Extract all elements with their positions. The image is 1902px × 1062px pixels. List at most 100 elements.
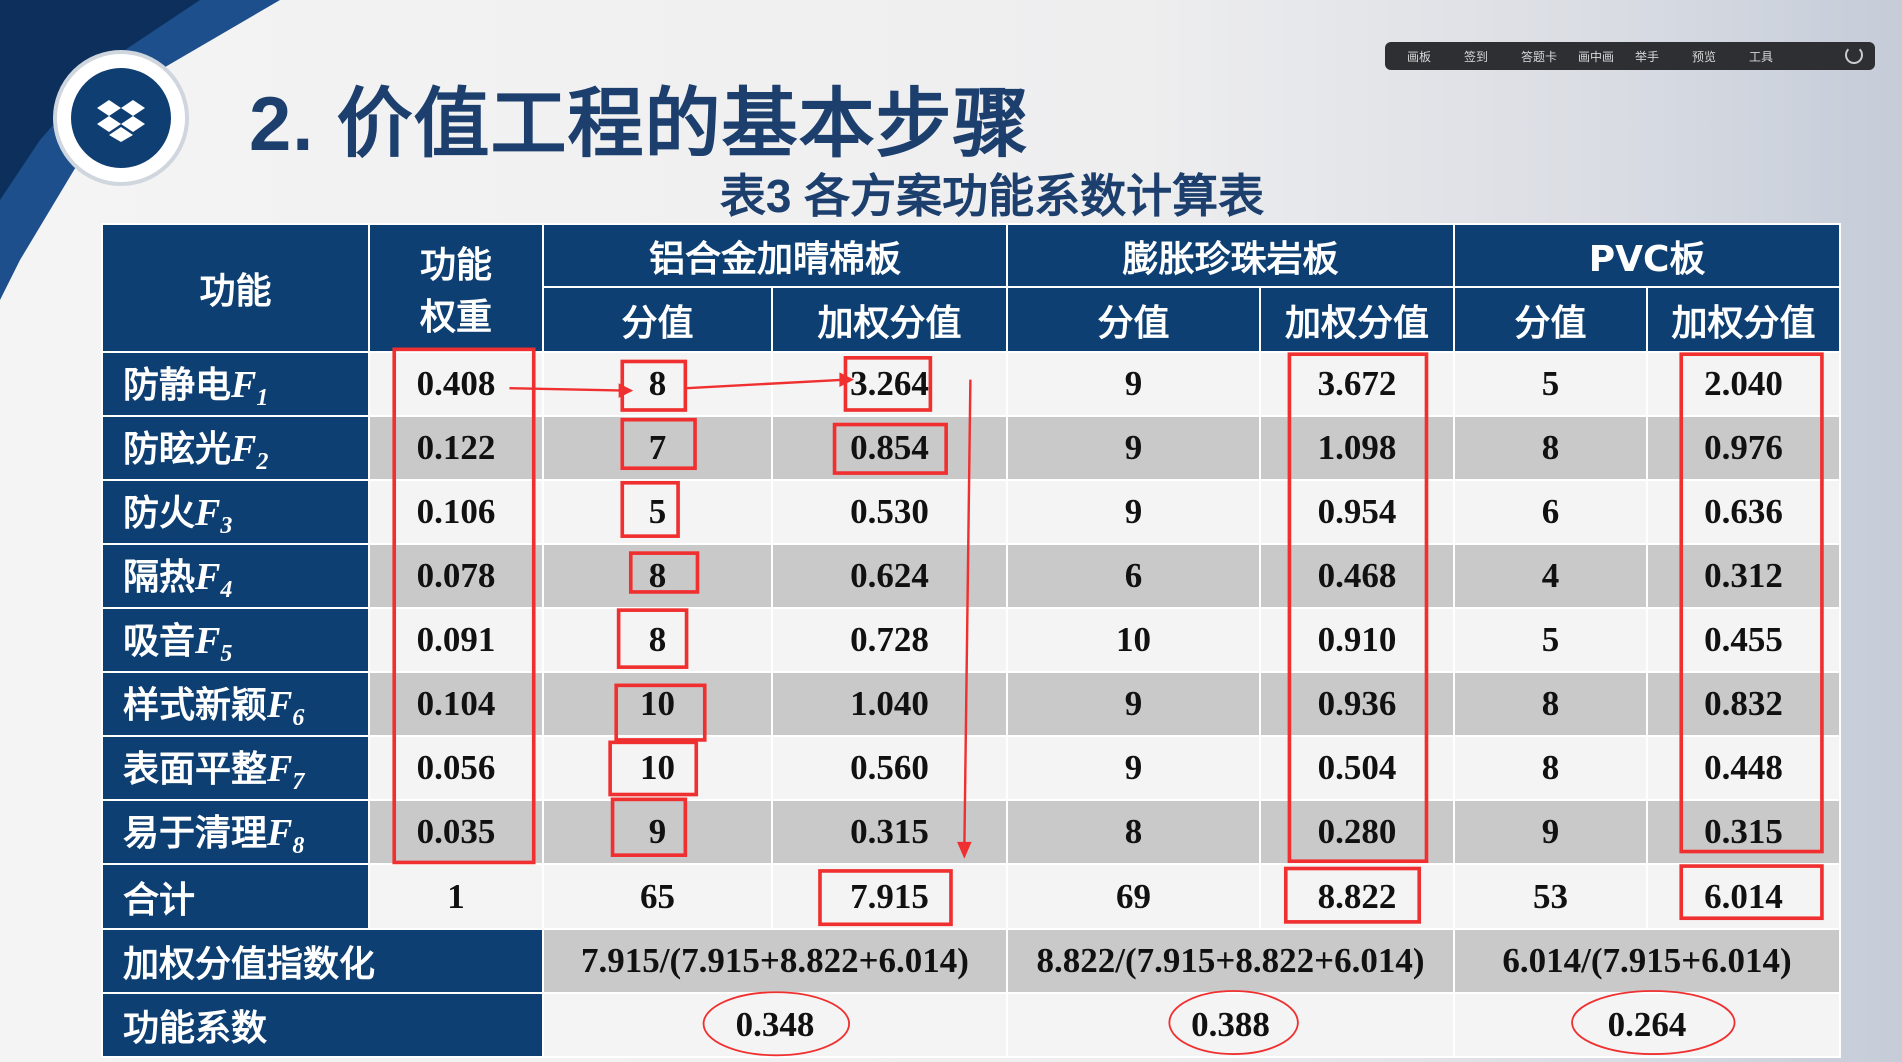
table-cell: 10 <box>1006 607 1262 673</box>
label-subscript: 2 <box>256 449 269 476</box>
table-row: 易于清理F8 0.035 9 0.315 8 0.280 9 0.315 <box>101 799 1842 865</box>
header-cell: 分值 <box>1006 286 1262 353</box>
label-subscript: 1 <box>256 385 269 412</box>
table-cell: 7 <box>542 415 773 481</box>
table-row: 分值 加权分值 分值 加权分值 分值 加权分值 <box>102 286 1842 353</box>
label-text: 样式新颖 <box>123 684 268 726</box>
table-row: 隔热F4 0.078 8 0.624 6 0.468 4 0.312 <box>101 543 1842 609</box>
table-row: 吸音F5 0.091 8 0.728 10 0.910 5 0.455 <box>101 607 1842 673</box>
table-cell: 8.822/(7.915+8.822+6.014) <box>1006 928 1456 994</box>
row-label: 表面平整F7 <box>101 735 370 801</box>
table-cell: 9 <box>1453 799 1649 865</box>
row-label: 防火F3 <box>101 479 370 545</box>
table-cell: 5 <box>1453 351 1649 417</box>
table-cell: 69 <box>1006 863 1262 930</box>
label-subscript: 5 <box>220 641 233 668</box>
header-cell: 加权分值 <box>770 286 1009 353</box>
table-cell: 0.388 <box>1006 992 1456 1058</box>
row-label: 防静电F1 <box>101 351 370 417</box>
table-cell: 0.056 <box>368 735 544 801</box>
table-cell: 0.264 <box>1453 992 1842 1058</box>
table-cell: 0.104 <box>368 671 544 737</box>
header-text: 权重 <box>419 297 492 338</box>
table-cell: 0.636 <box>1646 479 1842 545</box>
label-symbol: F <box>267 811 293 854</box>
label-text: 隔热 <box>123 556 196 598</box>
table-cell: 0.078 <box>368 543 544 609</box>
table-cell: 9 <box>1006 415 1262 481</box>
row-label: 隔热F4 <box>101 543 370 609</box>
table-cell: 2.040 <box>1646 351 1842 417</box>
header-cell: PVC板 <box>1453 223 1842 288</box>
header-cell: 功能 <box>101 223 370 353</box>
table-cell: 0.122 <box>368 415 544 481</box>
table-cell: 1.098 <box>1259 415 1456 481</box>
table-cell: 0.976 <box>1646 415 1842 481</box>
label-subscript: 3 <box>220 513 233 540</box>
table-cell: 53 <box>1453 863 1649 930</box>
table-cell: 8.822 <box>1259 863 1456 930</box>
table-cell: 0.832 <box>1646 671 1842 737</box>
label-symbol: F <box>195 555 221 598</box>
power-button[interactable] <box>1845 46 1863 64</box>
toolbar-button[interactable]: 预览 <box>1692 49 1717 64</box>
row-label: 吸音F5 <box>101 607 370 673</box>
row-label: 样式新颖F6 <box>101 671 370 737</box>
toolbar-button[interactable]: 答题卡 <box>1521 49 1558 64</box>
row-label: 功能系数 <box>101 992 544 1058</box>
table-cell: 65 <box>542 863 773 930</box>
row-label: 防眩光F2 <box>101 415 370 481</box>
label-text: 防眩光 <box>123 428 232 470</box>
table-cell: 4 <box>1453 543 1649 609</box>
table-cell: 10 <box>542 735 773 801</box>
table-cell: 0.530 <box>770 479 1009 545</box>
header-cell: 功能 权重 <box>368 223 544 353</box>
label-symbol: F <box>267 747 293 790</box>
function-table: 功能 功能 权重 铝合金加晴棉板 膨胀珍珠岩板 PVC板 分值 加权分值 分值 加权分值 分值 加权分… <box>101 223 1842 1058</box>
table-cell: 0.315 <box>1646 799 1842 865</box>
header-text: 功能 <box>419 245 492 286</box>
slide-title: 2. 价值工程的基本步骤 <box>249 82 1030 167</box>
row-label: 易于清理F8 <box>101 799 370 865</box>
table-cell: 8 <box>1453 415 1649 481</box>
label-symbol: F <box>267 683 293 726</box>
table-row: 防眩光F2 0.122 7 0.854 9 1.098 8 0.976 <box>101 415 1842 481</box>
table-cell: 7.915/(7.915+8.822+6.014) <box>541 928 1009 994</box>
table-caption: 表3 各方案功能系数计算表 <box>719 170 1265 222</box>
row-label: 加权分值指数化 <box>101 928 544 994</box>
toolbar-button[interactable]: 画中画 <box>1578 49 1615 64</box>
table-cell: 0.624 <box>770 543 1009 609</box>
table-cell: 6 <box>1006 543 1262 609</box>
table-cell: 0.504 <box>1259 735 1456 801</box>
table-cell: 8 <box>1453 735 1649 801</box>
table-cell: 7.915 <box>770 863 1009 930</box>
toolbar-button[interactable]: 工具 <box>1749 49 1774 64</box>
table-cell: 0.348 <box>541 992 1009 1058</box>
table-cell: 9 <box>1006 351 1262 417</box>
table-row: 功能 功能 权重 铝合金加晴棉板 膨胀珍珠岩板 PVC板 <box>101 223 1842 353</box>
table-cell: 8 <box>1006 799 1262 865</box>
toolbar-button[interactable]: 举手 <box>1635 49 1660 64</box>
table-cell: 9 <box>1006 671 1262 737</box>
table-cell: 6.014/(7.915+6.014) <box>1453 928 1842 994</box>
table-cell: 5 <box>542 479 773 545</box>
table-cell: 1 <box>368 863 544 930</box>
table-cell: 0.455 <box>1646 607 1842 673</box>
table-row: 样式新颖F6 0.104 10 1.040 9 0.936 8 0.832 <box>101 671 1842 737</box>
toolbar-button[interactable]: 画板 <box>1407 49 1432 64</box>
table-cell: 0.954 <box>1259 479 1456 545</box>
table-cell: 9 <box>1006 479 1262 545</box>
label-subscript: 7 <box>292 769 305 796</box>
table-cell: 1.040 <box>770 671 1009 737</box>
label-text: 吸音 <box>123 620 196 662</box>
table-cell: 0.448 <box>1646 735 1842 801</box>
table-cell: 6.014 <box>1646 863 1842 930</box>
row-label: 合计 <box>101 863 370 930</box>
table-row: 加权分值指数化 7.915/(7.915+8.822+6.014) 8.822/(7… <box>101 928 1842 994</box>
table-cell: 0.280 <box>1259 799 1456 865</box>
table-cell: 3.264 <box>770 351 1009 417</box>
header-cell: 分值 <box>1453 286 1649 353</box>
toolbar-button[interactable]: 签到 <box>1464 49 1489 64</box>
